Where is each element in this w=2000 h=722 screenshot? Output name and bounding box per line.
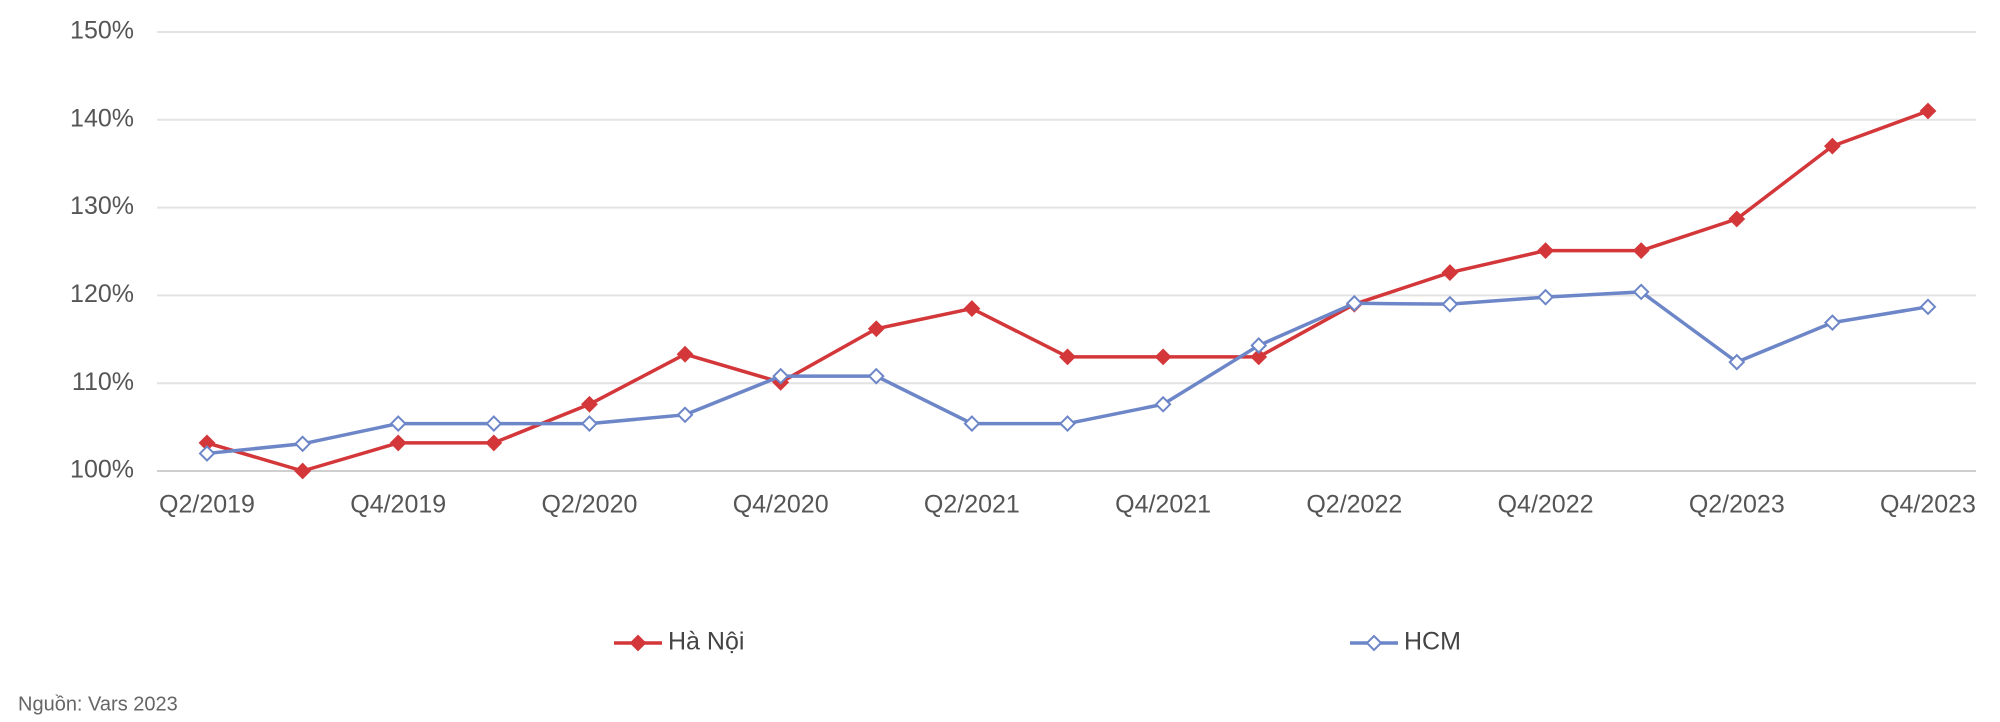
data-point (1345, 294, 1363, 312)
data-point (1250, 348, 1268, 366)
data-point (867, 320, 885, 338)
data-point (389, 415, 407, 433)
data-point (1059, 415, 1076, 433)
data-point (1823, 137, 1841, 155)
data-point (1537, 288, 1554, 306)
y-tick-label: 130% (70, 192, 134, 220)
y-tick-label: 100% (70, 456, 134, 484)
data-point (294, 435, 312, 453)
data-point (581, 395, 598, 413)
data-point (581, 415, 598, 433)
x-tick-label: Q2/2019 (159, 491, 255, 519)
data-point (485, 434, 503, 452)
x-tick-label: Q4/2021 (1115, 491, 1211, 519)
data-point (1441, 264, 1459, 281)
y-tick-label: 150% (70, 17, 134, 45)
data-point (389, 434, 407, 452)
data-point (1728, 210, 1746, 228)
y-tick-label: 120% (70, 280, 134, 308)
data-point (1250, 337, 1268, 354)
source-note: Nguồn: Vars 2023 (18, 693, 178, 715)
data-point (676, 406, 694, 424)
legend-marker (1365, 634, 1383, 652)
data-point (772, 367, 790, 385)
data-point (1441, 295, 1459, 313)
x-tick-label: Q4/2019 (350, 491, 446, 519)
data-point (963, 415, 981, 433)
data-point (1728, 353, 1746, 371)
legend-label: HCM (1404, 628, 1461, 656)
data-point (1919, 102, 1937, 120)
data-point (485, 415, 503, 433)
legend-label: Hà Nội (668, 628, 744, 656)
data-point (1632, 242, 1650, 260)
x-tick-label: Q2/2021 (924, 491, 1020, 519)
x-tick-label: Q4/2023 (1880, 491, 1976, 519)
data-point (198, 445, 216, 462)
x-tick-label: Q2/2022 (1306, 491, 1402, 519)
data-point (1823, 314, 1841, 332)
data-point (1154, 395, 1172, 413)
y-tick-label: 140% (70, 104, 134, 132)
x-tick-label: Q2/2020 (541, 491, 637, 519)
legend-marker (629, 634, 647, 652)
x-tick-label: Q4/2020 (733, 491, 829, 519)
data-point (1537, 242, 1554, 260)
data-point (1059, 348, 1076, 366)
y-tick-label: 110% (72, 368, 134, 396)
data-point (1632, 283, 1650, 301)
x-tick-label: Q2/2023 (1689, 491, 1785, 519)
data-point (867, 367, 885, 385)
data-point (1154, 348, 1172, 366)
x-tick-label: Q4/2022 (1498, 491, 1594, 519)
data-point (963, 300, 981, 317)
data-point (294, 462, 312, 480)
data-point (1919, 298, 1937, 316)
data-point (676, 345, 694, 363)
